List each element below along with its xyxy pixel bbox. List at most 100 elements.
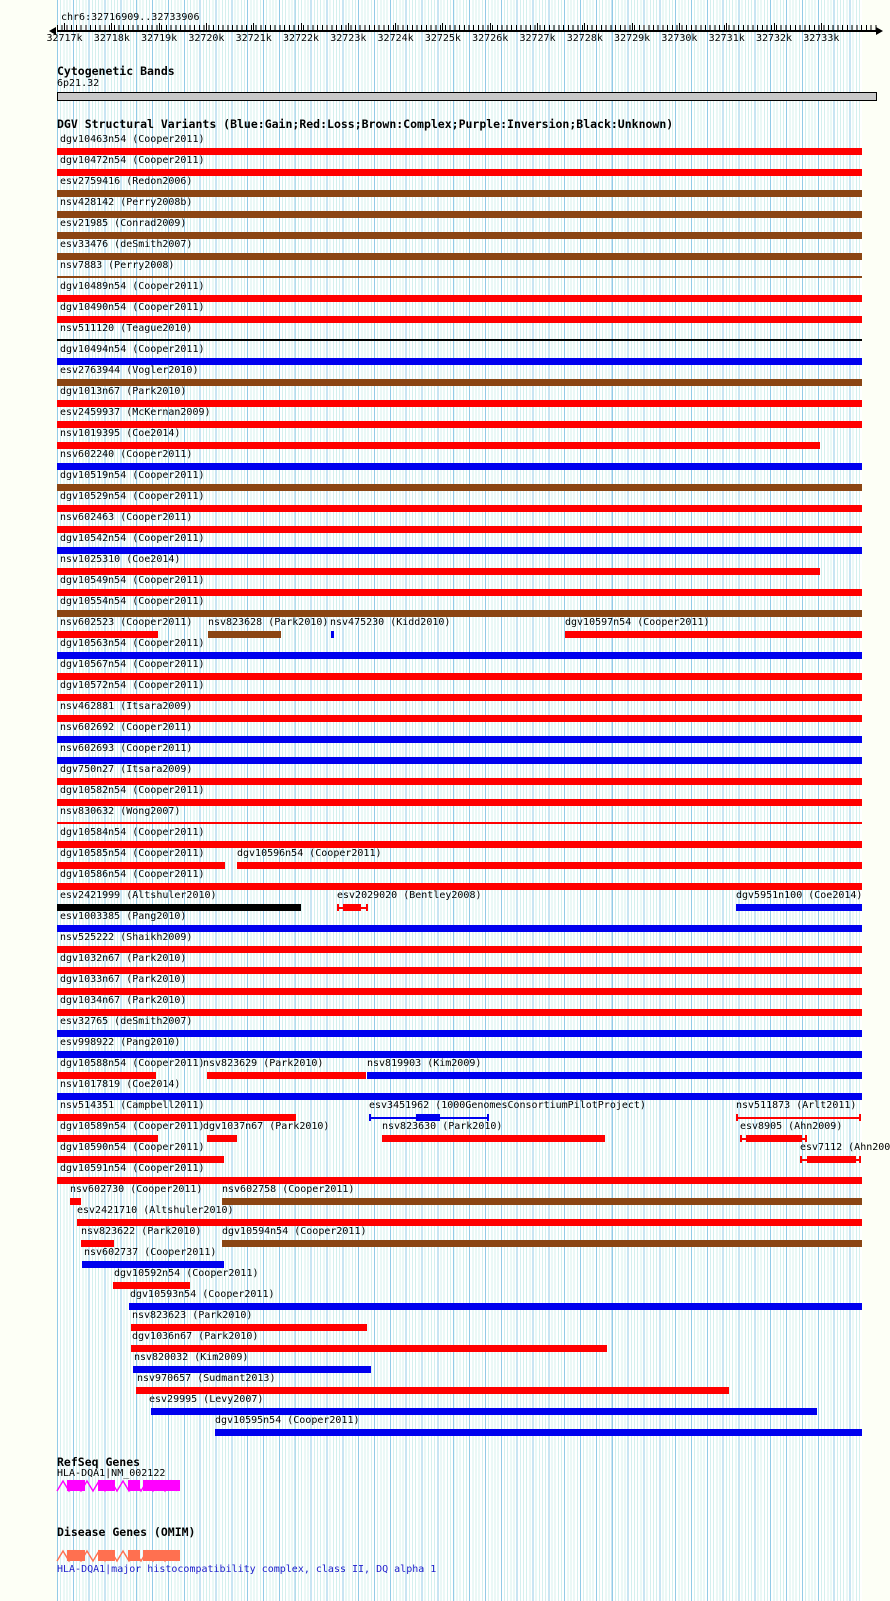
variant-bar[interactable] bbox=[82, 1261, 224, 1268]
variant-bar[interactable] bbox=[57, 946, 862, 953]
variant-bar[interactable] bbox=[207, 1072, 366, 1079]
variant-bar[interactable] bbox=[565, 631, 862, 638]
variant-bar[interactable] bbox=[57, 883, 862, 890]
variant-bar[interactable] bbox=[807, 1156, 856, 1163]
variant-bar[interactable] bbox=[736, 904, 862, 911]
variant-label: esv2029020 (Bentley2008) bbox=[337, 890, 482, 901]
variant-label: dgv10549n54 (Cooper2011) bbox=[60, 575, 205, 586]
variant-line[interactable] bbox=[57, 339, 862, 341]
variant-bar[interactable] bbox=[131, 1324, 367, 1331]
variant-bar[interactable] bbox=[133, 1366, 371, 1373]
variant-bar[interactable] bbox=[222, 1240, 862, 1247]
variant-bar[interactable] bbox=[81, 1240, 114, 1247]
variant-bar[interactable] bbox=[57, 694, 862, 701]
variant-bar[interactable] bbox=[57, 232, 862, 239]
ruler-major-tick bbox=[347, 23, 349, 30]
variant-bar[interactable] bbox=[57, 967, 862, 974]
variant-bar[interactable] bbox=[57, 442, 820, 449]
variant-bar[interactable] bbox=[57, 253, 862, 260]
variant-bar[interactable] bbox=[57, 988, 862, 995]
variant-bar[interactable] bbox=[57, 631, 158, 638]
variant-bar[interactable] bbox=[113, 1282, 190, 1289]
variant-bar[interactable] bbox=[57, 589, 862, 596]
gene-exon-box[interactable] bbox=[98, 1480, 115, 1491]
variant-bar[interactable] bbox=[208, 631, 281, 638]
variant-whisker-line[interactable] bbox=[736, 1116, 861, 1119]
variant-bar[interactable] bbox=[57, 505, 862, 512]
variant-bar[interactable] bbox=[382, 1135, 605, 1142]
gene-exon-box[interactable] bbox=[128, 1480, 140, 1491]
variant-bar[interactable] bbox=[57, 1177, 862, 1184]
variant-bar[interactable] bbox=[57, 190, 862, 197]
variant-bar[interactable] bbox=[57, 358, 862, 365]
variant-bar[interactable] bbox=[57, 379, 862, 386]
variant-bar[interactable] bbox=[57, 778, 862, 785]
variant-bar[interactable] bbox=[57, 1009, 862, 1016]
variant-bar[interactable] bbox=[57, 610, 862, 617]
variant-bar[interactable] bbox=[57, 211, 862, 218]
variant-line[interactable] bbox=[57, 822, 862, 824]
variant-bar[interactable] bbox=[57, 1093, 862, 1100]
gene-exon-box[interactable] bbox=[143, 1550, 180, 1561]
variant-bar[interactable] bbox=[57, 1030, 862, 1037]
variant-bar[interactable] bbox=[207, 1135, 237, 1142]
variant-bar[interactable] bbox=[57, 925, 862, 932]
variant-bar[interactable] bbox=[57, 799, 862, 806]
gene-exon-box[interactable] bbox=[98, 1550, 115, 1561]
variant-bar[interactable] bbox=[57, 547, 862, 554]
variant-bar[interactable] bbox=[77, 1219, 862, 1226]
omim-gene-glyph[interactable] bbox=[55, 1548, 185, 1564]
variant-bar[interactable] bbox=[57, 1072, 156, 1079]
variant-bar[interactable] bbox=[131, 1345, 607, 1352]
variant-whisker-end bbox=[859, 1114, 861, 1121]
variant-bar[interactable] bbox=[57, 736, 862, 743]
variant-bar[interactable] bbox=[416, 1114, 440, 1121]
ruler-major-tick bbox=[64, 23, 65, 30]
variant-bar[interactable] bbox=[57, 421, 862, 428]
variant-bar[interactable] bbox=[367, 1072, 862, 1079]
variant-bar[interactable] bbox=[151, 1408, 817, 1415]
variant-bar[interactable] bbox=[57, 673, 862, 680]
variant-bar[interactable] bbox=[57, 568, 820, 575]
variant-bar[interactable] bbox=[57, 463, 862, 470]
variant-bar[interactable] bbox=[57, 1135, 158, 1142]
gene-exon-box[interactable] bbox=[128, 1550, 140, 1561]
variant-bar[interactable] bbox=[331, 631, 334, 638]
variant-bar[interactable] bbox=[136, 1387, 729, 1394]
variant-bar[interactable] bbox=[57, 484, 862, 491]
variant-bar[interactable] bbox=[57, 400, 862, 407]
variant-bar[interactable] bbox=[237, 862, 862, 869]
variant-label: dgv10584n54 (Cooper2011) bbox=[60, 827, 205, 838]
variant-bar[interactable] bbox=[70, 1198, 81, 1205]
variant-bar[interactable] bbox=[57, 526, 862, 533]
variant-bar[interactable] bbox=[57, 841, 862, 848]
variant-line[interactable] bbox=[57, 276, 862, 278]
variant-bar[interactable] bbox=[57, 757, 862, 764]
cytogenetic-band-bar[interactable] bbox=[57, 92, 877, 101]
variant-bar[interactable] bbox=[57, 652, 862, 659]
ruler-tick-label: 32720k bbox=[188, 33, 225, 44]
variant-bar[interactable] bbox=[57, 1051, 862, 1058]
variant-label: nsv602463 (Cooper2011) bbox=[60, 512, 193, 523]
variant-bar[interactable] bbox=[215, 1429, 862, 1436]
variant-label: esv33476 (deSmith2007) bbox=[60, 239, 193, 250]
variant-bar[interactable] bbox=[57, 148, 862, 155]
variant-bar[interactable] bbox=[129, 1303, 862, 1310]
gene-exon-box[interactable] bbox=[143, 1480, 180, 1491]
variant-bar[interactable] bbox=[57, 904, 301, 911]
variant-bar[interactable] bbox=[57, 1114, 296, 1121]
variant-bar[interactable] bbox=[57, 169, 862, 176]
variant-bar[interactable] bbox=[57, 295, 862, 302]
refseq-gene-glyph[interactable] bbox=[55, 1478, 185, 1494]
gene-exon-box[interactable] bbox=[67, 1480, 85, 1491]
variant-bar[interactable] bbox=[746, 1135, 802, 1142]
gene-exon-box[interactable] bbox=[67, 1550, 85, 1561]
variant-bar[interactable] bbox=[343, 904, 361, 911]
variant-bar[interactable] bbox=[57, 862, 225, 869]
variant-bar[interactable] bbox=[57, 1156, 224, 1163]
variant-bar[interactable] bbox=[57, 715, 862, 722]
variant-bar[interactable] bbox=[57, 316, 862, 323]
region-coordinates-label: chr6:32716909..32733906 bbox=[61, 12, 200, 23]
variant-bar[interactable] bbox=[222, 1198, 862, 1205]
variant-label: dgv1013n67 (Park2010) bbox=[60, 386, 187, 397]
